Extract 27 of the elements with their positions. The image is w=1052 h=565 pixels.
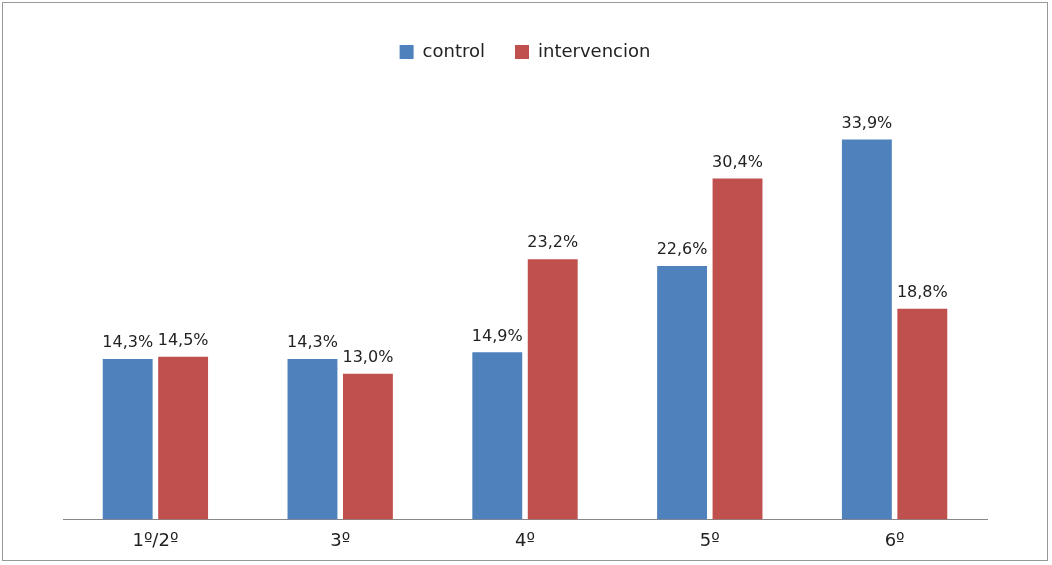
x-tick-label: 6º <box>884 528 905 550</box>
data-label: 14,3% <box>102 332 154 352</box>
bar <box>897 308 948 520</box>
bar <box>102 359 153 520</box>
data-label: 14,9% <box>471 325 523 345</box>
x-tick-label: 1º/2º <box>132 528 179 550</box>
legend-label: control <box>422 39 486 61</box>
data-label: 30,4% <box>712 151 763 171</box>
bar <box>472 352 523 520</box>
bar <box>527 259 578 520</box>
data-label: 23,2% <box>527 232 579 252</box>
legend-label: intervencion <box>538 39 651 61</box>
data-label: 13,0% <box>342 346 394 366</box>
bar <box>342 373 393 520</box>
bar <box>841 139 892 520</box>
data-label: 14,5% <box>157 330 209 350</box>
bar <box>712 178 763 520</box>
data-label: 14,3% <box>287 332 338 352</box>
data-label: 18,8% <box>896 281 948 301</box>
data-label: 33,9% <box>841 112 893 132</box>
x-tick-label: 3º <box>330 528 351 550</box>
x-tick-label: 4º <box>515 528 535 550</box>
x-tick-label: 5º <box>699 528 720 550</box>
bar <box>158 356 209 520</box>
data-label: 22,6% <box>656 239 708 259</box>
bar <box>657 266 708 520</box>
bar <box>287 359 338 520</box>
